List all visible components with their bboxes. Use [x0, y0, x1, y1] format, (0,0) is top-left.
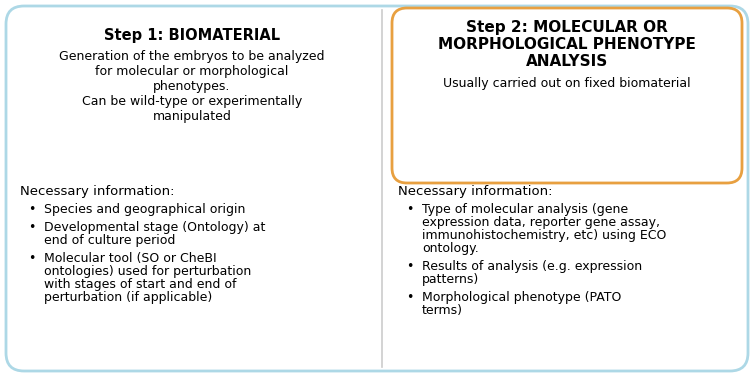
Text: ANALYSIS: ANALYSIS: [526, 54, 608, 69]
Text: expression data, reporter gene assay,: expression data, reporter gene assay,: [422, 216, 660, 229]
Text: Results of analysis (e.g. expression: Results of analysis (e.g. expression: [422, 260, 642, 273]
Text: end of culture period: end of culture period: [44, 234, 176, 247]
Text: MORPHOLOGICAL PHENOTYPE: MORPHOLOGICAL PHENOTYPE: [438, 37, 696, 52]
Text: Type of molecular analysis (gene: Type of molecular analysis (gene: [422, 203, 628, 216]
Text: Molecular tool (SO or CheBI: Molecular tool (SO or CheBI: [44, 252, 216, 265]
Text: ontology.: ontology.: [422, 242, 479, 255]
Text: with stages of start and end of: with stages of start and end of: [44, 278, 237, 291]
Text: •: •: [406, 291, 413, 304]
Text: phenotypes.: phenotypes.: [153, 80, 231, 93]
Text: •: •: [28, 252, 35, 265]
Text: Developmental stage (Ontology) at: Developmental stage (Ontology) at: [44, 221, 265, 234]
Text: Necessary information:: Necessary information:: [398, 185, 553, 198]
Text: Necessary information:: Necessary information:: [20, 185, 174, 198]
Text: manipulated: manipulated: [152, 110, 231, 123]
Text: patterns): patterns): [422, 273, 480, 286]
Text: ontologies) used for perturbation: ontologies) used for perturbation: [44, 265, 251, 278]
Text: Generation of the embryos to be analyzed: Generation of the embryos to be analyzed: [60, 50, 325, 63]
Text: •: •: [406, 203, 413, 216]
Text: Species and geographical origin: Species and geographical origin: [44, 203, 245, 216]
Text: terms): terms): [422, 304, 463, 317]
Text: Step 2: MOLECULAR OR: Step 2: MOLECULAR OR: [466, 20, 668, 35]
FancyBboxPatch shape: [392, 8, 742, 183]
Text: Can be wild-type or experimentally: Can be wild-type or experimentally: [82, 95, 302, 108]
Text: Step 1: BIOMATERIAL: Step 1: BIOMATERIAL: [104, 28, 280, 43]
Text: •: •: [406, 260, 413, 273]
Text: Usually carried out on fixed biomaterial: Usually carried out on fixed biomaterial: [443, 77, 691, 90]
Text: perturbation (if applicable): perturbation (if applicable): [44, 291, 212, 304]
Text: for molecular or morphological: for molecular or morphological: [95, 65, 289, 78]
Text: Morphological phenotype (PATO: Morphological phenotype (PATO: [422, 291, 621, 304]
Text: immunohistochemistry, etc) using ECO: immunohistochemistry, etc) using ECO: [422, 229, 667, 242]
Text: •: •: [28, 221, 35, 234]
Text: •: •: [28, 203, 35, 216]
FancyBboxPatch shape: [6, 6, 748, 371]
